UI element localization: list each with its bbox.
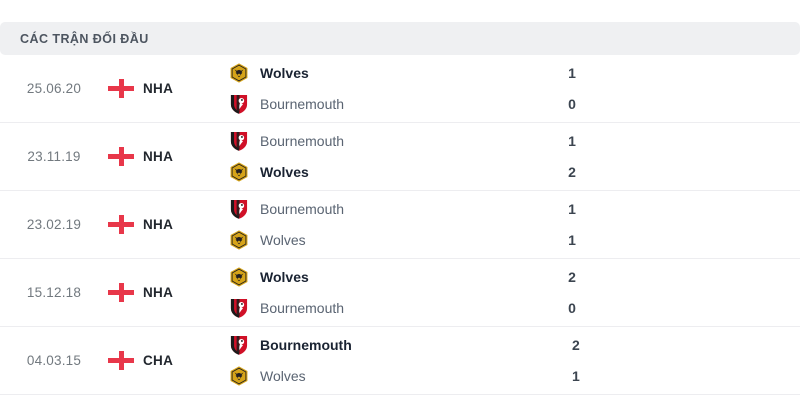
match-date: 23.11.19 (27, 149, 81, 164)
score-away: 1 (571, 368, 580, 384)
wolves-crest-icon (228, 266, 250, 288)
england-flag-icon (108, 215, 134, 234)
team-line-home[interactable]: Wolves (228, 266, 477, 288)
score-away: 2 (568, 164, 576, 180)
team-name: Bournemouth (260, 201, 345, 217)
team-name: Bournemouth (260, 133, 345, 149)
teams-cell: Wolves Bournemouth (220, 266, 477, 319)
score-home: 2 (571, 337, 580, 353)
competition-cell: NHA (108, 283, 220, 302)
team-name: Bournemouth (260, 96, 345, 112)
match-date: 25.06.20 (26, 81, 82, 96)
team-line-away[interactable]: Wolves (228, 229, 477, 251)
bournemouth-crest-icon (228, 130, 250, 152)
team-line-home[interactable]: Wolves (228, 62, 477, 84)
team-name: Wolves (260, 65, 309, 81)
england-flag-icon (108, 147, 134, 166)
competition-cell: NHA (108, 79, 220, 98)
teams-cell: Bournemouth Wolves (220, 130, 477, 183)
team-name: Wolves (260, 164, 309, 180)
england-flag-icon (108, 351, 134, 370)
england-flag-icon (108, 79, 134, 98)
table-row[interactable]: 23.11.19 NHA Bournemouth Wolves 1 2 (0, 123, 800, 191)
competition-label: NHA (143, 81, 174, 96)
wolves-crest-icon (228, 365, 250, 387)
teams-cell: Wolves Bournemouth (220, 62, 477, 115)
score-home: 2 (568, 269, 576, 285)
match-date: 15.12.18 (26, 285, 82, 300)
competition-label: NHA (143, 285, 174, 300)
table-row[interactable]: 23.02.19 NHA Bournemouth Wolves 1 1 (0, 191, 800, 259)
bournemouth-crest-icon (228, 93, 250, 115)
team-name: Wolves (260, 232, 306, 248)
score-away: 1 (568, 232, 576, 248)
table-row[interactable]: 25.06.20 NHA Wolves Bournemouth 1 0 (0, 55, 800, 123)
competition-label: NHA (143, 217, 174, 232)
teams-cell: Bournemouth Wolves (220, 198, 477, 251)
team-line-home[interactable]: Bournemouth (228, 198, 477, 220)
competition-label: CHA (143, 353, 174, 368)
team-line-home[interactable]: Bournemouth (228, 130, 477, 152)
score-home: 1 (568, 201, 576, 217)
match-date: 23.02.19 (26, 217, 82, 232)
wolves-crest-icon (228, 62, 250, 84)
match-date: 04.03.15 (26, 353, 82, 368)
team-line-away[interactable]: Wolves (228, 161, 477, 183)
page-title: CÁC TRẬN ĐỐI ĐẦU (20, 31, 149, 46)
team-line-away[interactable]: Bournemouth (228, 297, 477, 319)
score-away: 0 (568, 300, 576, 316)
bournemouth-crest-icon (228, 198, 250, 220)
match-list: 25.06.20 NHA Wolves Bournemouth 1 0 23.11.19 NH… (0, 55, 800, 395)
table-row[interactable]: 04.03.15 CHA Bournemouth Wolves 2 1 (0, 327, 800, 395)
score-home: 1 (568, 65, 576, 81)
england-flag-icon (108, 283, 134, 302)
wolves-crest-icon (228, 161, 250, 183)
competition-cell: CHA (108, 351, 220, 370)
team-name: Wolves (260, 368, 306, 384)
bournemouth-crest-icon (228, 297, 250, 319)
team-name: Bournemouth (260, 300, 345, 316)
teams-cell: Bournemouth Wolves (220, 334, 481, 387)
competition-cell: NHA (108, 215, 220, 234)
team-line-away[interactable]: Wolves (228, 365, 481, 387)
team-line-away[interactable]: Bournemouth (228, 93, 477, 115)
bournemouth-crest-icon (228, 334, 250, 356)
section-header: CÁC TRẬN ĐỐI ĐẦU (0, 22, 800, 55)
score-home: 1 (568, 133, 576, 149)
team-name: Wolves (260, 269, 309, 285)
team-name: Bournemouth (260, 337, 352, 353)
wolves-crest-icon (228, 229, 250, 251)
score-away: 0 (568, 96, 576, 112)
competition-label: NHA (143, 149, 174, 164)
team-line-home[interactable]: Bournemouth (228, 334, 481, 356)
table-row[interactable]: 15.12.18 NHA Wolves Bournemouth 2 0 (0, 259, 800, 327)
competition-cell: NHA (108, 147, 220, 166)
